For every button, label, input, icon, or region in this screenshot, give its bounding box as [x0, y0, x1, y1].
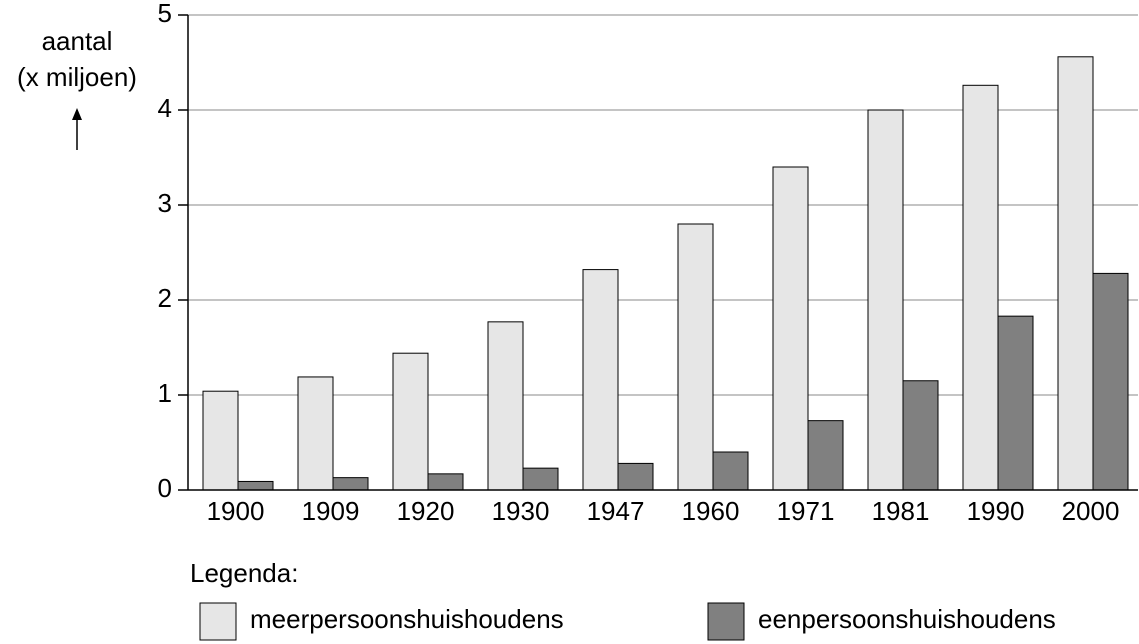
y-tick-label: 2	[158, 283, 172, 313]
bar	[487, 321, 524, 491]
y-tick-label: 1	[158, 378, 172, 408]
bar	[332, 477, 369, 491]
bar	[427, 473, 464, 491]
bar	[1057, 56, 1094, 491]
legend-title: Legenda:	[190, 558, 298, 588]
y-tick-label: 5	[158, 0, 172, 28]
legend-swatch	[199, 602, 237, 641]
x-tick-label: 2000	[1062, 496, 1120, 526]
bar	[202, 390, 239, 491]
legend-swatch	[707, 602, 745, 641]
bar	[677, 223, 714, 491]
bar	[867, 109, 904, 491]
y-axis-arrow-head	[72, 108, 82, 120]
bar	[582, 269, 619, 491]
x-tick-label: 1920	[397, 496, 455, 526]
x-tick-label: 1990	[967, 496, 1025, 526]
x-tick-label: 1900	[207, 496, 265, 526]
x-tick-label: 1947	[587, 496, 645, 526]
y-tick-label: 0	[158, 473, 172, 503]
bar	[392, 352, 429, 491]
bar	[902, 380, 939, 491]
bar	[962, 84, 999, 491]
bar	[1092, 272, 1129, 491]
legend-label: meerpersoonshuishoudens	[250, 604, 564, 634]
bar	[522, 467, 559, 491]
bar	[237, 480, 274, 491]
y-tick-label: 4	[158, 93, 172, 123]
bar	[617, 462, 654, 491]
bar	[997, 315, 1034, 491]
legend-label: eenpersoonshuishoudens	[758, 604, 1056, 634]
bar	[807, 420, 844, 491]
y-axis-label: (x miljoen)	[17, 62, 137, 92]
bar	[772, 166, 809, 491]
x-tick-label: 1981	[872, 496, 930, 526]
y-axis-label: aantal	[42, 26, 113, 56]
x-tick-label: 1971	[777, 496, 835, 526]
y-tick-label: 3	[158, 188, 172, 218]
x-tick-label: 1909	[302, 496, 360, 526]
bar	[297, 376, 334, 491]
x-tick-label: 1960	[682, 496, 740, 526]
bar	[712, 451, 749, 491]
x-tick-label: 1930	[492, 496, 550, 526]
